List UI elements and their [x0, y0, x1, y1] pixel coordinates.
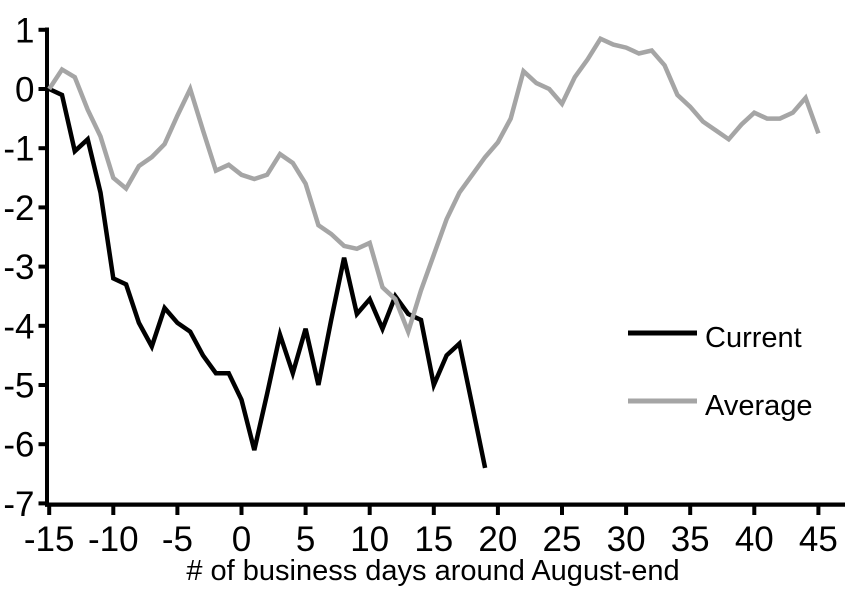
- y-tick-label: 1: [15, 11, 34, 50]
- series-line-average: [47, 35, 821, 339]
- legend: Current Average: [628, 322, 813, 422]
- x-tick-label: 30: [607, 520, 646, 559]
- axes: [38, 27, 845, 515]
- y-tick-label: -7: [3, 485, 34, 524]
- y-tick-label: -6: [3, 426, 34, 465]
- x-tick-label: -5: [162, 520, 193, 559]
- series-lines: [47, 35, 821, 469]
- y-tick-label: 0: [15, 71, 34, 110]
- x-tick-label: 0: [232, 520, 251, 559]
- x-tick-label: 15: [414, 520, 453, 559]
- y-tick-label: -4: [3, 307, 34, 346]
- legend-label-average: Average: [705, 390, 813, 422]
- x-tick-label: 35: [671, 520, 710, 559]
- x-tick-label: 10: [350, 520, 389, 559]
- series-line-current: [48, 86, 488, 469]
- y-tick-label: -5: [3, 367, 34, 406]
- y-tick-label: -3: [3, 248, 34, 287]
- x-axis-title: # of business days around August-end: [186, 555, 679, 587]
- x-tick-label: -10: [88, 520, 139, 559]
- x-tick-label: 25: [543, 520, 582, 559]
- x-tick-label: 20: [478, 520, 517, 559]
- x-tick-label: -15: [24, 520, 75, 559]
- x-tick-label: 45: [799, 520, 838, 559]
- y-tick-label: -1: [3, 130, 34, 169]
- tick-labels: 10-1-2-3-4-5-6-7-15 -10 -5 0 5 10 15 20 25 30 35 40…: [3, 11, 837, 559]
- x-tick-label: 5: [296, 520, 315, 559]
- legend-label-current: Current: [705, 322, 802, 354]
- y-tick-label: -2: [3, 189, 34, 228]
- x-tick-label: 40: [735, 520, 774, 559]
